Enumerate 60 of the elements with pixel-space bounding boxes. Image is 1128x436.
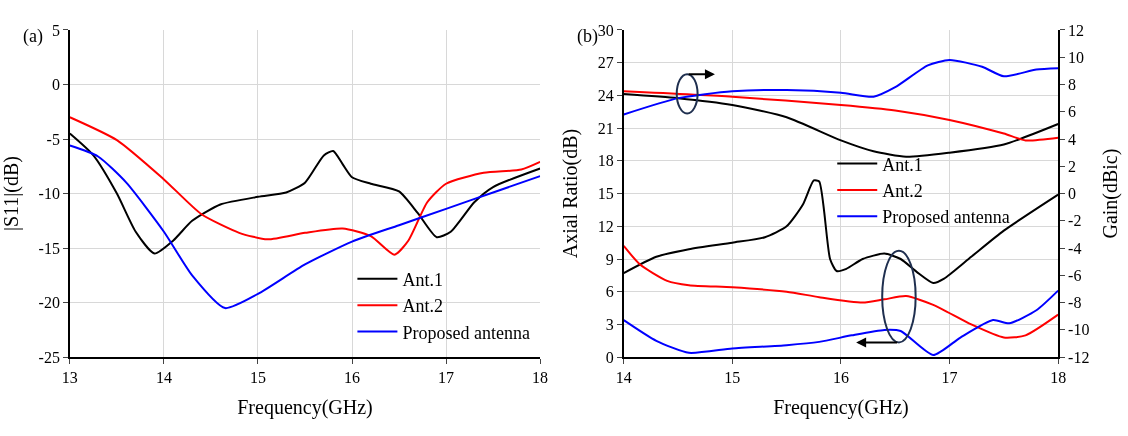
x-tick-label: 15 (249, 369, 266, 387)
y2-tick-label: 0 (1068, 185, 1077, 203)
y-tick-label: -25 (38, 348, 60, 366)
y2-tick-label: 8 (1068, 76, 1077, 94)
y-tick-label: -10 (38, 185, 60, 203)
line-series (623, 244, 1059, 339)
y-tick-label: 18 (597, 152, 614, 170)
line-series (623, 58, 1059, 116)
chart-title: (b) (577, 26, 598, 47)
y-tick-label: 5 (51, 21, 60, 39)
y2-tick-label: 2 (1068, 157, 1077, 175)
legend-label: Ant.2 (882, 180, 923, 201)
y-tick-label: 27 (597, 54, 614, 72)
x-tick-label: 16 (832, 369, 849, 387)
line-series (623, 90, 1059, 142)
line-series (69, 144, 541, 310)
y-tick-label: 30 (597, 21, 614, 39)
y-tick-label: 6 (605, 283, 614, 301)
y-tick-label: 3 (605, 316, 614, 334)
y-tick-label: 0 (51, 76, 60, 94)
x-tick-label: 18 (532, 369, 549, 387)
x-tick-label: 18 (1050, 369, 1067, 387)
line-series (623, 289, 1059, 356)
y2-tick-label: -2 (1068, 212, 1082, 230)
x-tick-label: 16 (344, 369, 361, 387)
y-tick-label: 9 (605, 250, 614, 268)
x-tick-label: 13 (61, 369, 78, 387)
x-tick-label: 17 (941, 369, 958, 387)
x-tick-label: 15 (724, 369, 741, 387)
y-tick-label: 15 (597, 185, 614, 203)
y2-axis-title: Gain(dBic) (1099, 148, 1123, 239)
y2-tick-label: 6 (1068, 103, 1077, 121)
legend-label: Ant.2 (402, 296, 443, 317)
legend-label: Proposed antenna (402, 322, 530, 343)
y-tick-label: 24 (597, 87, 614, 105)
y-axis-title: |S11|(dB) (0, 156, 23, 232)
y-tick-label: 12 (597, 217, 614, 235)
y2-tick-label: -4 (1068, 239, 1082, 257)
y2-tick-label: -6 (1068, 266, 1082, 284)
y-tick-label: -20 (38, 294, 60, 312)
legend-label: Ant.1 (402, 269, 443, 290)
y-tick-label: -5 (46, 130, 60, 148)
x-axis-title: Frequency(GHz) (237, 396, 373, 420)
legend-label: Ant.1 (882, 154, 923, 175)
chart-title: (a) (23, 26, 43, 47)
y-tick-label: 0 (605, 348, 614, 366)
x-tick-label: 14 (615, 369, 632, 387)
y2-tick-label: -12 (1068, 348, 1090, 366)
y-axis-title: Axial Ratio(dB) (558, 128, 582, 259)
y2-tick-label: 4 (1068, 130, 1077, 148)
y-tick-label: 21 (597, 119, 614, 137)
x-tick-label: 14 (155, 369, 172, 387)
y2-tick-label: -8 (1068, 294, 1082, 312)
y2-tick-label: 10 (1068, 48, 1085, 66)
y2-tick-label: 12 (1068, 21, 1085, 39)
y-tick-label: -15 (38, 239, 60, 257)
y2-tick-label: -10 (1068, 321, 1090, 339)
x-axis-title: Frequency(GHz) (773, 396, 909, 420)
legend-label: Proposed antenna (882, 207, 1010, 228)
x-tick-label: 17 (438, 369, 455, 387)
